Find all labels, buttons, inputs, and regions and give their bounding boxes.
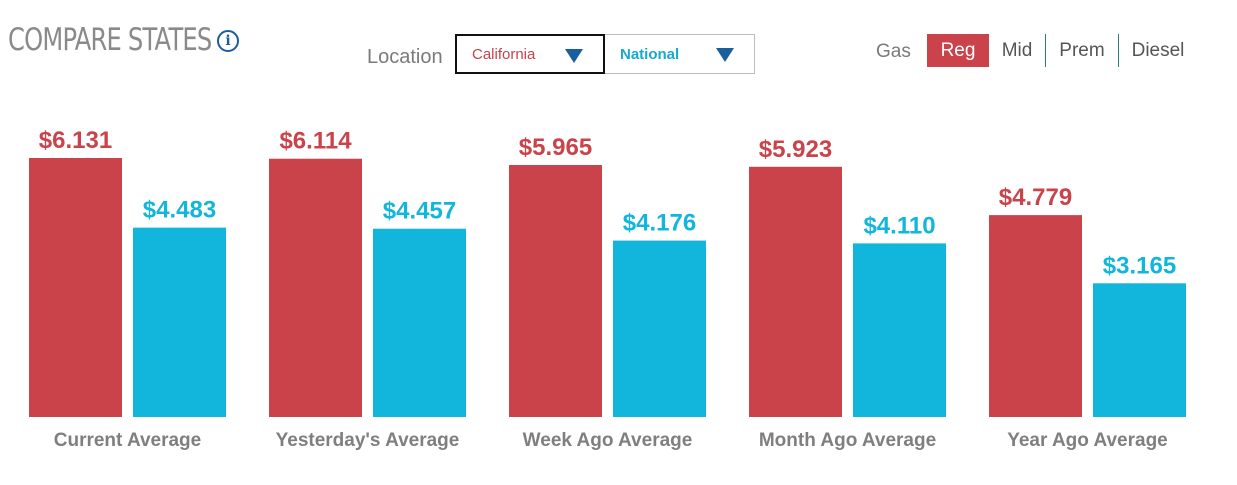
category-label: Current Average (54, 430, 201, 451)
data-label: $4.110 (863, 212, 935, 239)
data-label: $5.965 (519, 134, 592, 161)
gas-option-prem[interactable]: Prem (1059, 39, 1105, 61)
bar-state (749, 166, 842, 417)
gas-option-mid[interactable]: Mid (1001, 39, 1033, 61)
bar-state (29, 158, 122, 417)
category-label: Yesterday's Average (276, 430, 460, 451)
data-label: $5.923 (759, 136, 832, 163)
data-label: $3.165 (1103, 252, 1176, 279)
bar-national (373, 228, 466, 417)
chevron-down-icon (716, 48, 734, 62)
gas-label: Gas (876, 41, 911, 62)
chevron-down-icon (565, 49, 583, 63)
data-label: $4.176 (623, 210, 696, 237)
category-label: Month Ago Average (759, 430, 936, 451)
bar-state (509, 165, 602, 417)
location-label: Location (367, 46, 443, 68)
bar-national (853, 243, 946, 417)
data-label: $4.483 (143, 197, 216, 224)
data-label: $4.779 (999, 184, 1072, 211)
data-label: $4.457 (383, 198, 456, 225)
category-label: Year Ago Average (1007, 430, 1168, 451)
category-label: Week Ago Average (523, 430, 693, 451)
state-select-value: California (472, 45, 536, 63)
bar-state (989, 215, 1082, 417)
page-title: COMPARE STATES (8, 22, 212, 58)
data-label: $6.114 (279, 128, 352, 155)
national-select-value: National (620, 45, 680, 63)
bar-national (133, 227, 226, 417)
info-icon[interactable]: i (217, 30, 239, 52)
bar-national (1093, 283, 1186, 417)
state-select[interactable]: California (455, 34, 605, 74)
bar-state (269, 158, 362, 418)
gas-option-diesel[interactable]: Diesel (1131, 39, 1185, 61)
gas-separator (1118, 34, 1119, 67)
data-label: $6.131 (39, 127, 112, 154)
gas-option-reg[interactable]: Reg (927, 34, 989, 67)
national-select[interactable]: National (605, 34, 755, 74)
gas-separator (1045, 34, 1046, 67)
bar-national (613, 240, 706, 417)
